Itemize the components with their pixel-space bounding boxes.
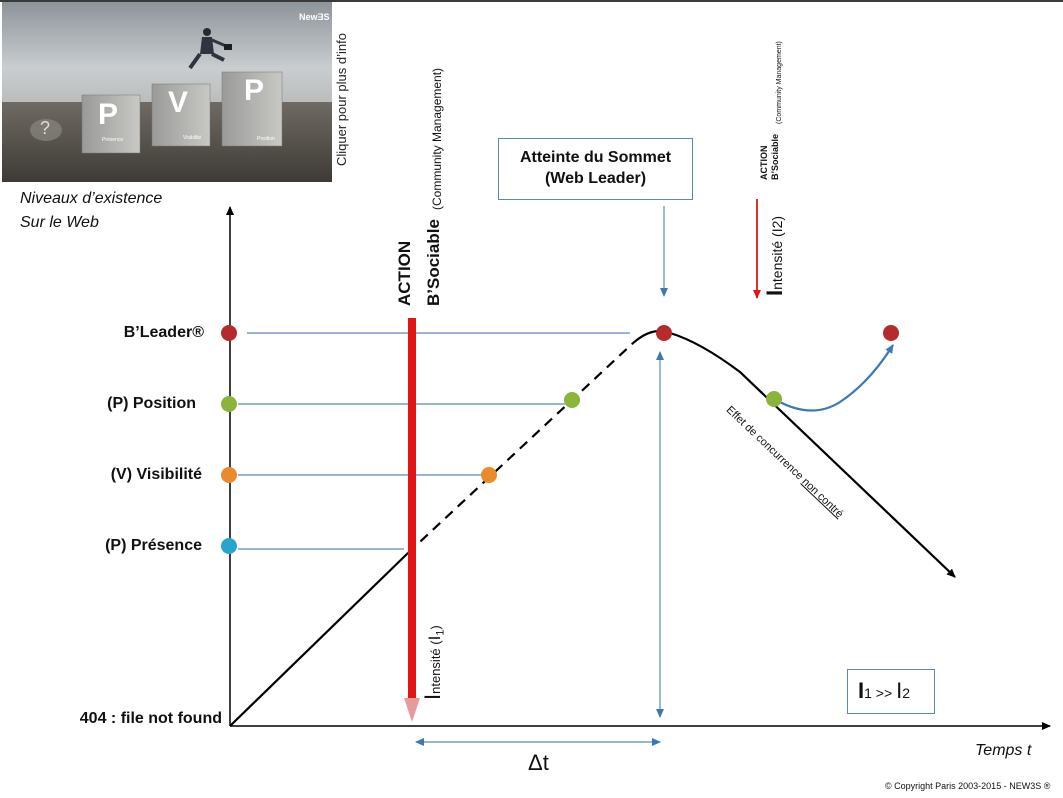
cube-caption-presence: Présence [102, 137, 124, 143]
pvp-illustration [2, 2, 332, 182]
recovery-curve [775, 344, 894, 412]
copyright: © Copyright Paris 2003-2015 - NEW3S ® [885, 781, 1051, 791]
level-label-presence: (P) Présence [105, 537, 202, 554]
dot-curve-summit [656, 325, 672, 341]
dot-curve-decline [766, 391, 782, 407]
cube-caption-position: Position [257, 136, 275, 142]
delta-t-label: Δt [528, 750, 549, 775]
dot-axis-presence [221, 538, 237, 554]
dot-curve-visibilite [481, 467, 497, 483]
level-label-position: (P) Position [107, 395, 196, 412]
cube-letter-p2: P [244, 74, 265, 107]
action-bar [408, 318, 416, 698]
action1-subtitle: (Community Management) [430, 67, 444, 210]
summit-line2: (Web Leader) [544, 170, 647, 187]
dot-axis-bleader [221, 325, 237, 341]
dot-axis-position [221, 396, 237, 412]
ratio-i1-sub: 1 [864, 685, 872, 701]
y-axis-title-line2: Sur le Web [20, 214, 99, 231]
action1-title: ACTION [395, 240, 414, 306]
level-label-404: 404 : file not found [79, 710, 222, 727]
cube-caption-visibilite: Visibilité [183, 135, 202, 141]
action1-name: B’Sociable [424, 219, 443, 306]
growth-dashed-line [407, 343, 633, 554]
intensity2-label: Intensité (I2) [762, 216, 788, 296]
x-axis-label: Temps t [975, 742, 1032, 759]
summit-line1: Atteinte du Sommet [519, 149, 672, 166]
ratio-i2: I [896, 678, 903, 703]
pvp-thumbnail-image[interactable]: NewƎS P V P Présence Visibilité Position… [2, 2, 332, 182]
intensity2-initial: I [762, 289, 787, 296]
growth-solid-line [229, 552, 409, 727]
cube-letter-v: V [168, 86, 189, 119]
dot-axis-visibilite [221, 467, 237, 483]
intensity1-initial: I [420, 693, 445, 700]
intensity1-text: ntensité ( [428, 640, 443, 694]
cube-letter-p1: P [98, 98, 119, 131]
action-bar-arrow [404, 698, 420, 722]
ratio-i1: I [858, 678, 865, 703]
intensity2-text: ntensité (I2) [769, 215, 785, 290]
decline-curve [631, 329, 956, 578]
top-border [0, 0, 1063, 2]
dot-curve-position [564, 392, 580, 408]
action2-name: B’Sociable [770, 133, 780, 180]
intensity1-index: I [425, 635, 444, 641]
action2-subtitle: (Community Management) [776, 41, 783, 124]
ratio-operator: >> [871, 685, 897, 701]
action2-title: ACTION [759, 145, 769, 181]
ratio-box: I1 >> I2 [847, 669, 935, 714]
question-mark: ? [40, 118, 51, 138]
y-axis-title-line1: Niveaux d’existence [20, 190, 163, 207]
intensity1-label: Intensité (I1) [420, 625, 447, 700]
dot-recovery-bleader [883, 325, 899, 341]
intensity1-close: ) [428, 625, 443, 630]
intensity1-sub: 1 [434, 629, 447, 636]
ratio-i2-sub: 2 [902, 685, 910, 701]
summit-box: Atteinte du Sommet (Web Leader) [498, 138, 693, 200]
level-label-bleader: B’Leader® [123, 324, 204, 341]
brand-logo: NewƎS [299, 12, 330, 22]
level-label-visibilite: (V) Visibilité [110, 466, 202, 483]
ratio-text: I1 >> I2 [858, 678, 934, 704]
